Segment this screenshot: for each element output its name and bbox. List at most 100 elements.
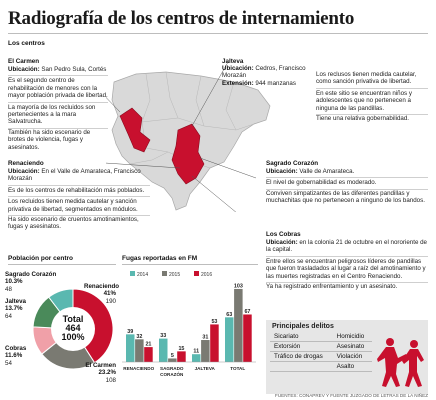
leader-el-carmen bbox=[106, 97, 121, 113]
renaciendo-card: Renaciendo Ubicación: En el Valle de Ama… bbox=[8, 160, 150, 231]
donut-label-cobras: Cobras 11.6% 54 bbox=[5, 345, 27, 367]
bar-value-label: 5 bbox=[171, 353, 174, 359]
renaciendo-p3: Ha sido escenario de cruentos amotinamie… bbox=[8, 216, 139, 231]
sagrado-p1: El nivel de gobernabilidad es moderado. bbox=[266, 178, 428, 190]
donut-label-renaciendo: Renaciendo 41% 190 bbox=[84, 283, 120, 305]
jalteva-ext-label: Extensión: bbox=[222, 79, 254, 87]
population-divider bbox=[8, 264, 116, 265]
honduras-map bbox=[106, 61, 271, 212]
crime-item: Homicidio bbox=[332, 332, 372, 342]
jalteva-location: Cedros, Francisco Morazán bbox=[222, 65, 306, 80]
donut-hole bbox=[51, 307, 95, 351]
crime-item: Extorsión bbox=[270, 341, 333, 352]
crimes-label: Principales delitos bbox=[272, 323, 334, 330]
category-label: TOTAL bbox=[230, 366, 245, 371]
crime-item: Asalto bbox=[332, 361, 372, 372]
bar bbox=[126, 334, 135, 362]
crimes-row: Tráfico de drogas Violación bbox=[270, 351, 372, 362]
chart-divider bbox=[122, 264, 258, 265]
cobras-card: Los Cobras Ubicación: en la colonia 21 d… bbox=[266, 231, 428, 290]
crime-item: Asesinato bbox=[332, 341, 372, 352]
category-label: JALTEVA bbox=[195, 366, 216, 371]
bar-value-label: 11 bbox=[193, 349, 199, 355]
bar bbox=[243, 314, 252, 362]
cobras-loc-label: Ubicación: bbox=[266, 239, 298, 246]
renaciendo-loc-label: Ubicación: bbox=[8, 168, 40, 175]
jalteva-card: Jalteva Ubicación: Cedros, Francisco Mor… bbox=[222, 58, 310, 87]
region-el-carmen bbox=[119, 107, 151, 153]
legend-swatch bbox=[194, 271, 199, 276]
legend-label: 2016 bbox=[201, 272, 212, 278]
renaciendo-p2: Los recluidos tienen medida cautelar y s… bbox=[8, 197, 150, 217]
sagrado-name: Sagrado Corazón bbox=[266, 160, 319, 167]
crimes-row: Sicariato Homicidio bbox=[270, 332, 372, 342]
cobras-p2: Ya ha registrado enfrentamiento y un ase… bbox=[266, 283, 398, 291]
population-label: Población por centro bbox=[8, 255, 74, 262]
bar-value-label: 33 bbox=[160, 333, 166, 339]
title-divider bbox=[8, 33, 428, 34]
bar bbox=[177, 351, 186, 362]
bar-value-label: 39 bbox=[127, 329, 133, 335]
bar-value-label: 67 bbox=[244, 309, 250, 315]
renaciendo-location: En el Valle de Amarateca, Francisco Mora… bbox=[8, 168, 141, 183]
crime-item: Violación bbox=[332, 351, 372, 362]
cobras-p1: Entre ellos se encuentran peligrosos líd… bbox=[266, 257, 428, 284]
donut-label-sagrado: Sagrado Corazón 10.3% 48 bbox=[5, 271, 57, 293]
sagrado-location: Valle de Amarateca. bbox=[299, 168, 355, 175]
bar bbox=[225, 317, 234, 362]
crimes-row: Asalto bbox=[270, 361, 372, 372]
leader-cobras bbox=[191, 175, 237, 212]
cobras-location: en la colonia 21 de octubre en el norori… bbox=[266, 239, 427, 254]
donut-label-el-carmen: El Carmen 23.2% 108 bbox=[85, 362, 116, 384]
el-carmen-name: El Carmen bbox=[8, 58, 40, 65]
category-label: SAGRADO bbox=[160, 366, 184, 371]
centers-label: Los centros bbox=[8, 40, 45, 47]
jalteva-p1: Los reclusos tienen medida cautelar, com… bbox=[316, 70, 428, 89]
population-total: Total 464 100% bbox=[46, 315, 100, 342]
bar-value-label: 15 bbox=[178, 346, 184, 352]
jalteva-loc-label: Ubicación: bbox=[222, 65, 254, 72]
el-carmen-loc-label: Ubicación: bbox=[8, 66, 40, 73]
total-pct: 100% bbox=[61, 332, 85, 342]
sagrado-card: Sagrado Corazón Ubicación: Valle de Amar… bbox=[266, 160, 428, 205]
legend-swatch bbox=[130, 271, 135, 276]
leader-sagrado bbox=[199, 157, 257, 179]
leader-jalteva bbox=[191, 61, 229, 127]
category-label: CORAZÓN bbox=[160, 370, 184, 377]
population-donut bbox=[32, 288, 114, 370]
source-note: FUENTES: CONAPREV Y FUENTE JUZGADO DE LE… bbox=[275, 393, 428, 398]
bar-value-label: 31 bbox=[202, 335, 208, 341]
bar bbox=[144, 347, 153, 362]
bar bbox=[168, 358, 177, 362]
bar-value-label: 32 bbox=[136, 334, 142, 340]
page-title: Radiografía de los centros de internamie… bbox=[8, 8, 355, 29]
bar bbox=[210, 324, 219, 362]
leader-renaciendo bbox=[106, 162, 181, 169]
category-label: RENACIENDO bbox=[123, 366, 154, 371]
region-francisco-morazan bbox=[171, 123, 205, 185]
sagrado-loc-label: Ubicación: bbox=[266, 168, 298, 175]
jalteva-name: Jalteva bbox=[222, 58, 244, 65]
crimes-panel: Principales delitos Sicariato Homicidio E… bbox=[266, 320, 428, 394]
bar bbox=[192, 354, 201, 362]
crime-item bbox=[270, 361, 333, 372]
crimes-table: Sicariato Homicidio Extorsión Asesinato Tr… bbox=[270, 332, 372, 372]
renaciendo-name: Renaciendo bbox=[8, 160, 44, 167]
legend-swatch bbox=[162, 271, 167, 276]
chart-title: Fugas reportadas en FM bbox=[122, 255, 198, 262]
cobras-name: Los Cobras bbox=[266, 231, 301, 238]
legend-label: 2015 bbox=[169, 272, 180, 278]
el-carmen-p1: Es el segundo centro de rehabilitación d… bbox=[8, 76, 108, 103]
el-carmen-card: El Carmen Ubicación: San Pedro Sula, Cor… bbox=[8, 58, 108, 151]
jalteva-p3: Tiene una relativa gobernabilidad. bbox=[316, 115, 409, 123]
el-carmen-p3: También ha sido escenario de brotes de v… bbox=[8, 128, 91, 151]
bar-value-label: 103 bbox=[234, 283, 243, 289]
jalteva-notes: Los reclusos tienen medida cautelar, com… bbox=[316, 70, 428, 122]
el-carmen-p2: La mayoría de los recluidos son pertenec… bbox=[8, 103, 108, 129]
total-value: 464 bbox=[65, 323, 81, 333]
bar-value-label: 53 bbox=[211, 319, 217, 325]
el-carmen-location: San Pedro Sula, Cortés bbox=[41, 66, 107, 73]
jalteva-p2: En este sitio se encuentran niños y adol… bbox=[316, 89, 428, 116]
crime-item: Sicariato bbox=[270, 332, 333, 342]
